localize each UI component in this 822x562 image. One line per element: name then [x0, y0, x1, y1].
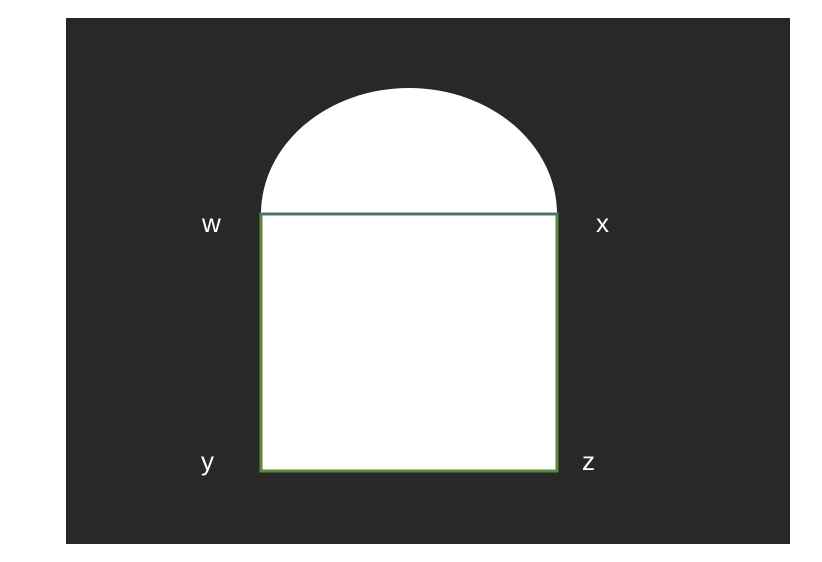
semicircle-shape: [261, 88, 557, 214]
vertex-label-y: y: [201, 446, 214, 476]
vertex-label-x: x: [596, 208, 609, 238]
vertex-label-z: z: [582, 446, 595, 476]
square-shape: [259, 212, 559, 473]
vertex-label-w: w: [201, 208, 221, 238]
